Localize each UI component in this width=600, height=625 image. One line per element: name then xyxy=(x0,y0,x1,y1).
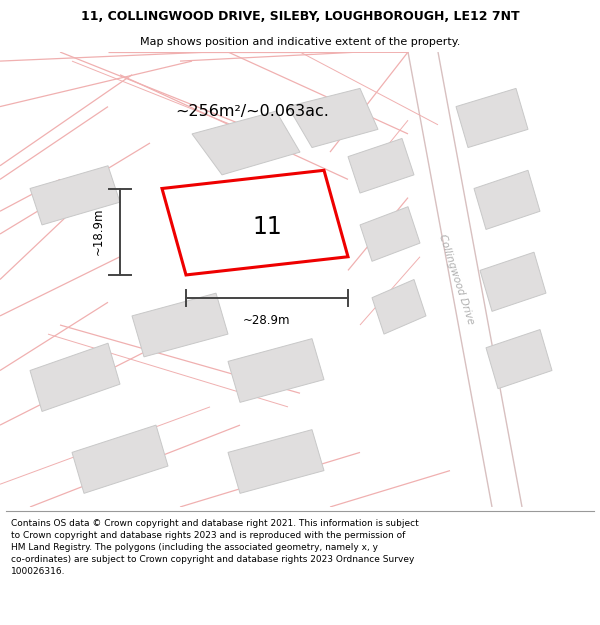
Polygon shape xyxy=(30,166,120,225)
Polygon shape xyxy=(162,170,348,275)
Polygon shape xyxy=(372,279,426,334)
Text: ~18.9m: ~18.9m xyxy=(92,208,105,256)
Polygon shape xyxy=(30,343,120,411)
Polygon shape xyxy=(456,88,528,148)
Text: Contains OS data © Crown copyright and database right 2021. This information is : Contains OS data © Crown copyright and d… xyxy=(11,519,419,576)
Polygon shape xyxy=(72,425,168,493)
Polygon shape xyxy=(132,293,228,357)
Polygon shape xyxy=(288,88,378,148)
Polygon shape xyxy=(192,111,300,175)
Polygon shape xyxy=(228,339,324,402)
Polygon shape xyxy=(486,329,552,389)
Polygon shape xyxy=(228,429,324,493)
Polygon shape xyxy=(348,139,414,193)
Text: Collingwood Drive: Collingwood Drive xyxy=(437,233,475,326)
Polygon shape xyxy=(360,207,420,261)
Text: 11, COLLINGWOOD DRIVE, SILEBY, LOUGHBOROUGH, LE12 7NT: 11, COLLINGWOOD DRIVE, SILEBY, LOUGHBORO… xyxy=(80,11,520,23)
Text: 11: 11 xyxy=(252,215,282,239)
Polygon shape xyxy=(480,253,546,311)
Text: ~256m²/~0.063ac.: ~256m²/~0.063ac. xyxy=(175,104,329,119)
Text: ~28.9m: ~28.9m xyxy=(243,314,291,327)
Polygon shape xyxy=(474,170,540,229)
Text: Map shows position and indicative extent of the property.: Map shows position and indicative extent… xyxy=(140,38,460,48)
